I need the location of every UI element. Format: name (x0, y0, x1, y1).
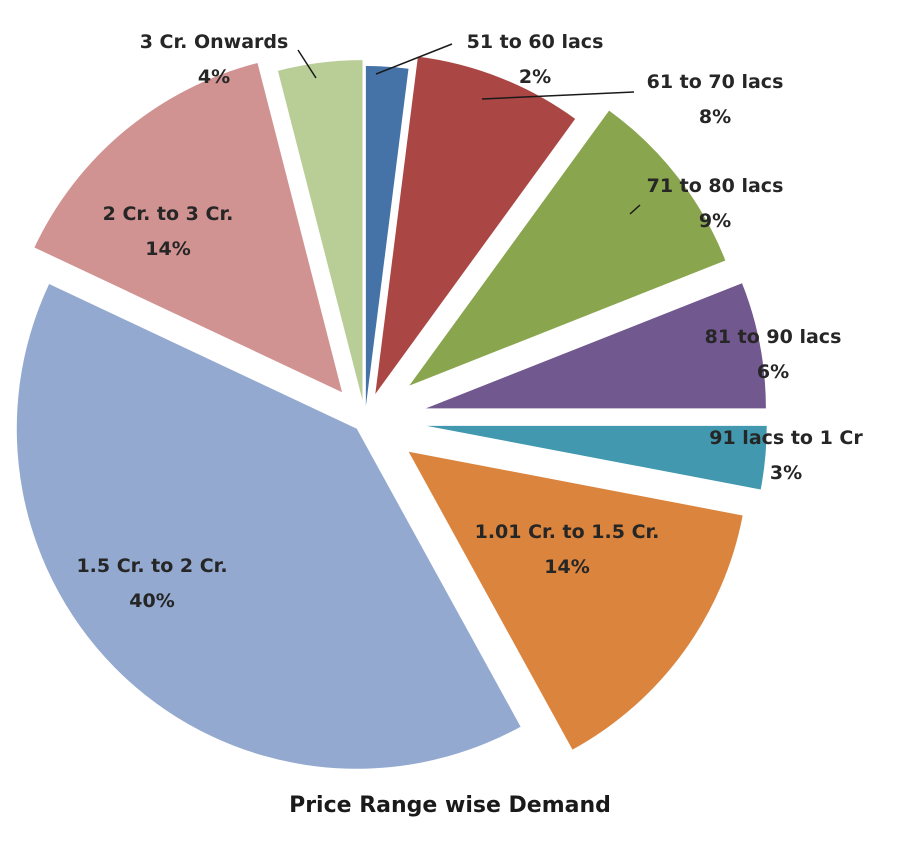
slice-label-5: 91 lacs to 1 Cr 3% (709, 427, 863, 484)
data-labels: 51 to 60 lacs 2% 61 to 70 lacs 8% 71 to 80 l… (76, 31, 863, 612)
slice-category-label: 91 lacs to 1 Cr (709, 427, 863, 449)
slice-category-label: 2 Cr. to 3 Cr. (103, 203, 234, 225)
slice-percent-label: 6% (757, 361, 789, 383)
pie-slice-9 (277, 60, 363, 401)
slice-category-label: 3 Cr. Onwards (140, 31, 289, 53)
pie-slice-6 (408, 451, 743, 750)
slice-percent-label: 14% (544, 556, 589, 578)
slice-category-label: 1.01 Cr. to 1.5 Cr. (475, 521, 660, 543)
slice-category-label: 81 to 90 lacs (705, 326, 842, 348)
slice-percent-label: 8% (699, 106, 731, 128)
pie-slice-5 (426, 425, 767, 490)
slice-label-9: 3 Cr. Onwards 4% (140, 31, 289, 88)
slice-label-8: 2 Cr. to 3 Cr. 14% (103, 203, 234, 260)
pie-slice-3 (409, 110, 726, 386)
slice-percent-label: 14% (145, 238, 190, 260)
slice-category-label: 51 to 60 lacs (467, 31, 604, 53)
slice-label-2: 61 to 70 lacs 8% (647, 71, 784, 128)
pie-slice-1 (365, 66, 409, 407)
slice-percent-label: 2% (519, 66, 551, 88)
pie-slice-8 (34, 62, 343, 393)
slice-label-6: 1.01 Cr. to 1.5 Cr. 14% (475, 521, 660, 578)
slice-category-label: 71 to 80 lacs (647, 175, 784, 197)
slice-percent-label: 9% (699, 210, 731, 232)
slice-label-7: 1.5 Cr. to 2 Cr. 40% (76, 555, 227, 612)
slice-label-4: 81 to 90 lacs 6% (705, 326, 842, 383)
slice-label-3: 71 to 80 lacs 9% (647, 175, 784, 232)
pie-slice-2 (375, 56, 576, 394)
pie-slices (16, 56, 767, 769)
slice-percent-label: 40% (129, 590, 174, 612)
slice-category-label: 61 to 70 lacs (647, 71, 784, 93)
leader-line-2 (481, 91, 635, 100)
pie-slice-4 (425, 283, 766, 409)
slice-category-label: 1.5 Cr. to 2 Cr. (76, 555, 227, 577)
leader-line-3 (629, 204, 641, 215)
leader-lines (297, 43, 641, 215)
leader-line-1 (375, 43, 453, 75)
slice-label-1: 51 to 60 lacs 2% (467, 31, 604, 88)
pie-slice-7 (16, 283, 521, 769)
slice-percent-label: 3% (770, 462, 802, 484)
chart-title: Price Range wise Demand (289, 793, 611, 818)
slice-percent-label: 4% (198, 66, 230, 88)
leader-line-9 (297, 49, 317, 79)
